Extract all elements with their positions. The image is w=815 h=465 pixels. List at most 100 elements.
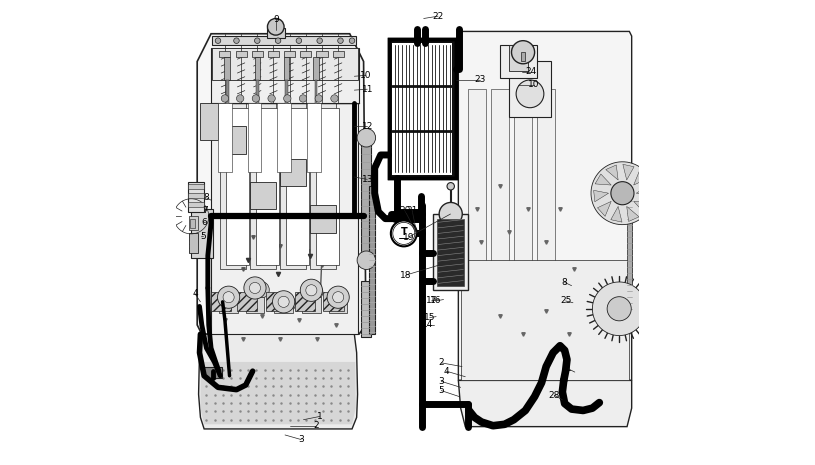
Text: 10: 10 xyxy=(360,71,372,80)
Polygon shape xyxy=(593,190,609,202)
Bar xyxy=(500,45,537,78)
Bar xyxy=(192,209,214,258)
Circle shape xyxy=(350,38,355,43)
Polygon shape xyxy=(597,201,611,216)
Circle shape xyxy=(447,183,455,190)
Bar xyxy=(250,103,275,270)
Bar xyxy=(224,57,230,80)
Bar xyxy=(188,184,204,189)
Bar xyxy=(189,232,198,253)
Bar xyxy=(226,80,229,117)
Bar xyxy=(389,39,456,179)
Bar xyxy=(513,89,532,344)
Text: 3: 3 xyxy=(438,377,444,386)
Bar xyxy=(275,297,293,313)
Text: 28: 28 xyxy=(548,391,560,400)
Bar xyxy=(333,51,344,57)
Text: 20: 20 xyxy=(399,206,411,215)
Circle shape xyxy=(299,95,306,102)
Bar xyxy=(302,297,320,313)
Text: 14: 14 xyxy=(421,320,433,329)
Bar xyxy=(329,297,347,313)
Bar xyxy=(306,103,320,173)
Text: 17: 17 xyxy=(425,296,438,306)
Circle shape xyxy=(516,80,544,108)
Bar xyxy=(280,159,306,186)
Text: 12: 12 xyxy=(362,122,373,131)
Bar xyxy=(627,193,632,311)
Bar xyxy=(285,80,288,117)
Polygon shape xyxy=(458,380,632,426)
Bar xyxy=(248,103,262,173)
Polygon shape xyxy=(593,282,646,336)
Text: 9: 9 xyxy=(273,15,279,24)
Bar xyxy=(361,281,372,337)
Bar xyxy=(220,103,245,270)
Polygon shape xyxy=(610,206,622,222)
Bar xyxy=(361,135,372,260)
Bar xyxy=(254,57,260,80)
Circle shape xyxy=(439,202,462,226)
Text: 6: 6 xyxy=(201,218,208,227)
Circle shape xyxy=(236,95,244,102)
Text: 4: 4 xyxy=(192,289,198,298)
Text: 8: 8 xyxy=(204,193,209,202)
Bar xyxy=(211,103,358,334)
Bar xyxy=(220,126,245,154)
Circle shape xyxy=(218,286,240,308)
Polygon shape xyxy=(637,185,651,196)
Polygon shape xyxy=(627,206,639,221)
Text: 4: 4 xyxy=(443,367,449,376)
Polygon shape xyxy=(200,362,355,425)
Circle shape xyxy=(244,277,266,299)
Bar xyxy=(284,57,289,80)
Text: T: T xyxy=(400,226,408,237)
Polygon shape xyxy=(623,164,634,180)
Bar xyxy=(188,202,204,207)
Text: 3: 3 xyxy=(298,435,304,444)
Bar xyxy=(460,260,629,380)
Bar xyxy=(437,219,465,286)
Circle shape xyxy=(267,19,284,35)
Circle shape xyxy=(252,95,260,102)
Text: 7: 7 xyxy=(203,206,209,215)
Circle shape xyxy=(317,38,323,43)
Circle shape xyxy=(279,295,296,312)
Circle shape xyxy=(215,38,221,43)
Bar xyxy=(324,292,344,311)
Polygon shape xyxy=(199,334,358,429)
Bar xyxy=(200,103,218,140)
Circle shape xyxy=(254,38,260,43)
Circle shape xyxy=(611,182,634,205)
Bar xyxy=(368,186,375,334)
Bar xyxy=(219,51,231,57)
Polygon shape xyxy=(591,162,654,225)
Bar xyxy=(245,297,264,313)
Bar xyxy=(491,89,509,344)
Circle shape xyxy=(306,285,317,296)
Circle shape xyxy=(272,291,295,313)
Circle shape xyxy=(253,281,269,298)
Text: 16: 16 xyxy=(430,296,442,306)
Circle shape xyxy=(337,38,343,43)
Circle shape xyxy=(300,279,323,301)
Bar xyxy=(521,52,526,61)
Bar xyxy=(316,108,339,265)
Text: 11: 11 xyxy=(362,85,373,94)
Circle shape xyxy=(357,251,376,270)
Circle shape xyxy=(268,95,275,102)
Bar xyxy=(286,108,309,265)
Text: 22: 22 xyxy=(433,12,443,20)
Polygon shape xyxy=(606,165,618,180)
Text: 18: 18 xyxy=(400,271,412,279)
Circle shape xyxy=(284,95,291,102)
Circle shape xyxy=(333,292,344,303)
Bar xyxy=(313,57,319,80)
Bar xyxy=(280,103,306,270)
Circle shape xyxy=(278,296,289,307)
Bar xyxy=(188,182,204,212)
Bar xyxy=(236,51,247,57)
Bar xyxy=(509,61,551,117)
Bar xyxy=(252,51,262,57)
Text: 24: 24 xyxy=(526,67,536,76)
